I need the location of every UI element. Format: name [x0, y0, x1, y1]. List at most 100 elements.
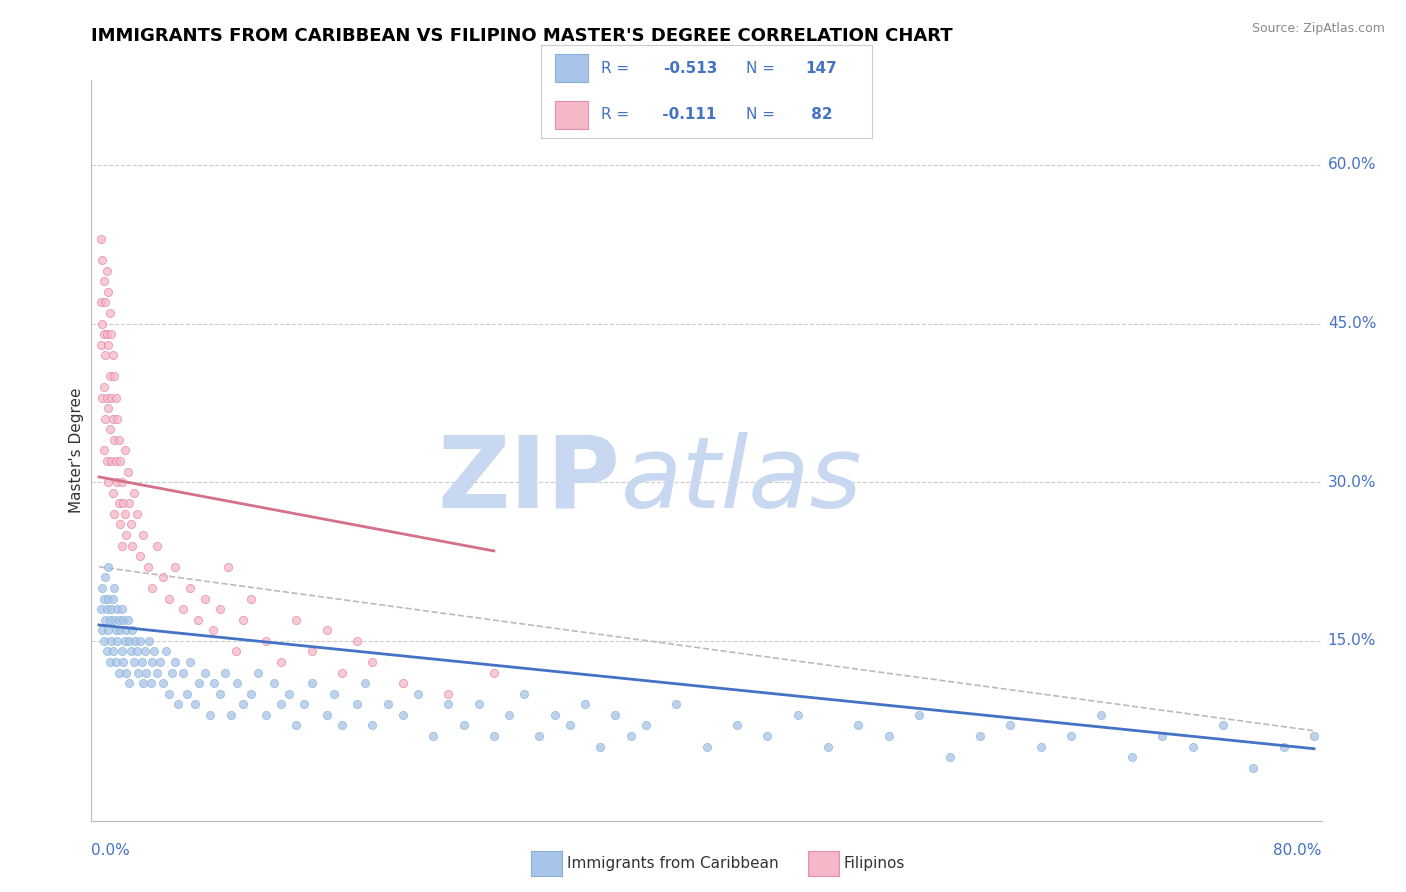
Point [1272, 739, 1295, 754]
Point [391, 676, 413, 690]
Point [134, 644, 156, 658]
Point [634, 718, 657, 732]
Point [187, 613, 209, 627]
Point [98, 306, 121, 320]
Bar [554, 54, 588, 82]
Point [118, 676, 141, 690]
Point [160, 665, 183, 680]
Point [93, 274, 115, 288]
Text: 82: 82 [806, 107, 832, 122]
Point [97, 285, 120, 299]
Point [163, 559, 186, 574]
Point [103, 581, 125, 595]
Point [112, 496, 135, 510]
Point [361, 655, 384, 669]
Point [209, 602, 232, 616]
Point [117, 613, 139, 627]
Point [323, 687, 346, 701]
Point [127, 665, 149, 680]
Point [115, 624, 138, 638]
Point [112, 613, 135, 627]
Point [194, 591, 217, 606]
Point [111, 602, 134, 616]
Point [529, 729, 551, 743]
Point [198, 707, 221, 722]
Point [122, 655, 145, 669]
Point [100, 391, 122, 405]
Point [167, 698, 190, 712]
Point [104, 454, 127, 468]
Point [353, 676, 375, 690]
Point [100, 633, 122, 648]
Point [574, 698, 596, 712]
Point [163, 655, 186, 669]
Point [94, 295, 117, 310]
Point [877, 729, 900, 743]
Point [120, 644, 142, 658]
Point [908, 707, 931, 722]
Point [938, 750, 960, 764]
Text: 45.0%: 45.0% [1327, 316, 1376, 331]
Text: ZIP: ZIP [437, 432, 620, 529]
Point [183, 698, 205, 712]
Point [121, 624, 143, 638]
Point [98, 369, 121, 384]
Point [101, 591, 124, 606]
Point [239, 687, 262, 701]
Point [1121, 750, 1143, 764]
Point [453, 718, 475, 732]
Point [97, 337, 120, 351]
Point [101, 348, 124, 362]
Point [254, 707, 277, 722]
Point [117, 465, 139, 479]
Point [104, 391, 127, 405]
Point [135, 665, 157, 680]
Point [330, 718, 353, 732]
Point [232, 613, 254, 627]
Point [188, 676, 211, 690]
Point [1152, 729, 1174, 743]
Point [665, 698, 688, 712]
Point [94, 411, 117, 425]
Text: Immigrants from Caribbean: Immigrants from Caribbean [567, 856, 779, 871]
Point [141, 655, 163, 669]
Point [93, 327, 115, 342]
Point [103, 613, 125, 627]
Point [129, 633, 152, 648]
Point [89, 232, 111, 246]
Point [346, 698, 368, 712]
Point [132, 528, 155, 542]
Point [107, 613, 129, 627]
Point [94, 570, 117, 584]
Point [558, 718, 581, 732]
Point [114, 443, 136, 458]
Point [437, 687, 460, 701]
Text: 147: 147 [806, 61, 838, 76]
Point [315, 707, 337, 722]
Point [155, 644, 177, 658]
Text: -0.513: -0.513 [664, 61, 718, 76]
Text: atlas: atlas [620, 432, 862, 529]
Point [93, 633, 115, 648]
Point [589, 739, 612, 754]
Point [1029, 739, 1052, 754]
Point [619, 729, 641, 743]
Point [848, 718, 870, 732]
Text: R =: R = [600, 61, 628, 76]
Point [194, 665, 217, 680]
Point [1090, 707, 1112, 722]
Point [391, 707, 413, 722]
Point [91, 253, 114, 268]
Point [406, 687, 429, 701]
Point [111, 475, 134, 490]
Point [103, 433, 125, 447]
Point [91, 391, 114, 405]
Point [93, 443, 115, 458]
Point [111, 644, 134, 658]
Point [100, 454, 122, 468]
Point [96, 644, 118, 658]
Point [138, 633, 160, 648]
Point [100, 327, 122, 342]
Point [141, 581, 163, 595]
Point [202, 676, 225, 690]
